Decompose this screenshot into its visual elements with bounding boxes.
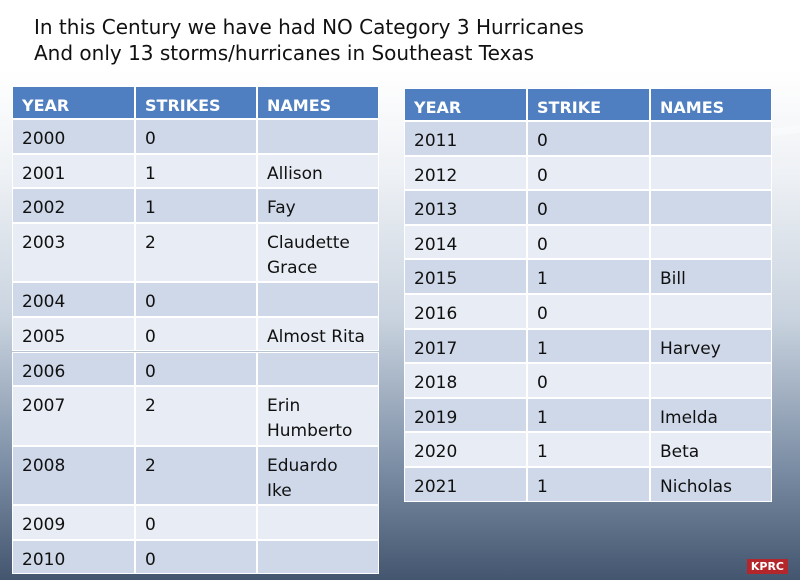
column-header: STRIKES: [135, 86, 257, 119]
table-cell: [257, 282, 379, 317]
table-cell: Fay: [257, 188, 379, 223]
table-cell: Bill: [650, 259, 772, 294]
name-line: Grace: [267, 257, 318, 278]
table-cell: 0: [527, 121, 650, 156]
table-cell: 1: [527, 328, 650, 364]
column-header: STRIKE: [527, 88, 650, 121]
name-line: Allison: [267, 163, 323, 184]
name-line: Humberto: [267, 421, 353, 442]
table-cell: 0: [527, 224, 650, 260]
table-cell: 0: [135, 351, 257, 387]
table-cell: 0: [135, 539, 257, 575]
table-cell: Nicholas: [650, 467, 772, 502]
table-cell: 2020: [404, 432, 527, 467]
table-cell: 2007: [12, 386, 135, 446]
name-line: Erin: [267, 396, 301, 417]
table-cell: 1: [135, 188, 257, 223]
table-cell: [257, 539, 379, 575]
table-cell: 2001: [12, 153, 135, 189]
table-cell: 0: [527, 294, 650, 329]
table-cell: 1: [527, 467, 650, 502]
name-line: Nicholas: [660, 477, 732, 497]
table-cell: 0: [135, 282, 257, 317]
table-cell: 2009: [12, 505, 135, 540]
table-cell: Claudette Grace: [257, 222, 379, 283]
table-cell: Allison: [257, 153, 379, 189]
table-cell: 2019: [404, 397, 527, 433]
table-cell: 1: [135, 153, 257, 189]
table-cell: 2000: [12, 119, 135, 154]
table-cell: 2008: [12, 445, 135, 506]
table-cell: 0: [135, 316, 257, 352]
table-cell: Imelda: [650, 397, 772, 433]
table-cell: 2021: [404, 467, 527, 502]
name-line: Bill: [660, 269, 686, 290]
table-cell: 1: [527, 432, 650, 467]
table-cell: [257, 351, 379, 387]
table-cell: 2: [135, 445, 257, 506]
table-cell: 2: [135, 386, 257, 446]
table-cell: 0: [527, 363, 650, 398]
title-line: And only 13 storms/hurricanes in Southea…: [34, 41, 535, 65]
table-cell: [650, 363, 772, 398]
column-header: YEAR: [12, 86, 135, 119]
name-line: Beta: [660, 442, 700, 463]
title-line: In this Century we have had NO Category …: [34, 15, 584, 39]
column-header: NAMES: [257, 86, 379, 119]
column-header: YEAR: [404, 88, 527, 121]
table-cell: Harvey: [650, 328, 772, 364]
table-cell: 2006: [12, 351, 135, 387]
table-cell: 1: [527, 397, 650, 433]
table-cell: 0: [135, 505, 257, 540]
table-cell: 2015: [404, 259, 527, 294]
name-line: Imelda: [660, 407, 718, 428]
table-cell: 2: [135, 222, 257, 283]
table-cell: Erin Humberto: [257, 386, 379, 446]
logo: KPRC: [746, 559, 788, 574]
table-cell: 2014: [404, 224, 527, 260]
table-cell: Beta: [650, 432, 772, 467]
name-line: Eduardo: [267, 455, 338, 476]
name-line: Claudette: [267, 232, 350, 253]
table-cell: 0: [135, 119, 257, 154]
table-cell: 0: [527, 155, 650, 191]
name-line: Harvey: [660, 338, 721, 359]
table-cell: 2012: [404, 155, 527, 191]
table-cell: [650, 155, 772, 191]
table-cell: [257, 505, 379, 540]
table-cell: 2016: [404, 294, 527, 329]
table-cell: 2005: [12, 316, 135, 352]
table-cell: 2010: [12, 539, 135, 575]
table-cell: [257, 119, 379, 154]
name-line: Ike: [267, 480, 292, 501]
table-cell: 2004: [12, 282, 135, 317]
table-cell: 2017: [404, 328, 527, 364]
table-cell: 1: [527, 259, 650, 294]
table-cell: 2011: [404, 121, 527, 156]
table-cell: [650, 190, 772, 225]
table-cell: [650, 224, 772, 260]
table-cell: Almost Rita: [257, 316, 379, 352]
name-line: Almost Rita: [267, 326, 365, 347]
table-cell: 2003: [12, 222, 135, 283]
table-cell: 2013: [404, 190, 527, 225]
column-header: NAMES: [650, 88, 772, 121]
table-cell: 2002: [12, 188, 135, 223]
table-cell: 2018: [404, 363, 527, 398]
table-cell: Eduardo Ike: [257, 445, 379, 506]
table-cell: 0: [527, 190, 650, 225]
table-cell: [650, 121, 772, 156]
table-cell: [650, 294, 772, 329]
name-line: Fay: [267, 198, 296, 219]
